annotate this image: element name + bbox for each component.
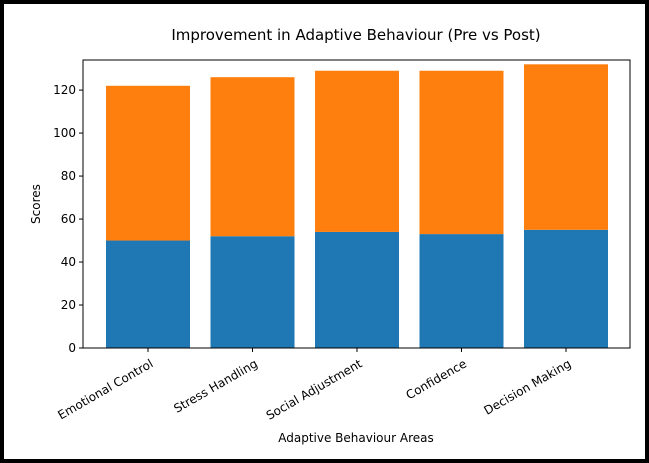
y-tick-label: 100 bbox=[53, 126, 76, 140]
x-tick-label: Emotional Control bbox=[55, 356, 155, 422]
bar-upper-2 bbox=[210, 77, 295, 237]
y-tick-label: 120 bbox=[53, 83, 76, 97]
bar-upper-5 bbox=[524, 64, 608, 230]
bar-lower-4 bbox=[419, 234, 504, 348]
x-tick-label: Stress Handling bbox=[171, 356, 260, 415]
bar-upper-3 bbox=[315, 70, 399, 232]
y-tick-label: 60 bbox=[61, 212, 76, 226]
y-axis-label: Scores bbox=[29, 184, 43, 224]
x-tick-label: Decision Making bbox=[482, 356, 574, 417]
bar-lower-5 bbox=[524, 229, 608, 348]
x-tick-label: Confidence bbox=[404, 356, 469, 402]
y-tick-label: 40 bbox=[61, 255, 76, 269]
bar-lower-1 bbox=[106, 240, 190, 348]
bar-upper-4 bbox=[419, 70, 504, 235]
chart-title: Improvement in Adaptive Behaviour (Pre v… bbox=[171, 26, 540, 44]
x-axis-label: Adaptive Behaviour Areas bbox=[278, 431, 434, 445]
x-tick-label: Social Adjustment bbox=[264, 356, 365, 422]
y-tick-label: 0 bbox=[68, 341, 76, 355]
bar-upper-1 bbox=[106, 85, 190, 241]
bar-lower-2 bbox=[210, 236, 295, 348]
bar-lower-3 bbox=[315, 231, 399, 348]
y-tick-label: 20 bbox=[61, 298, 76, 312]
plot-area-border bbox=[82, 59, 631, 349]
y-tick-label: 80 bbox=[61, 169, 76, 183]
